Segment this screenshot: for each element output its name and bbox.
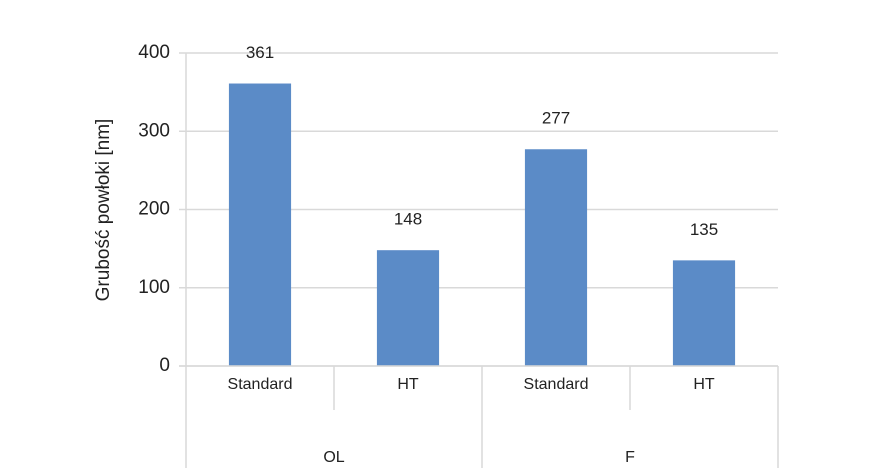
y-tick-label: 300 [138,120,170,141]
bar [376,250,440,366]
x-tick-label: Standard [524,376,589,393]
value-label: 277 [542,109,570,128]
value-label: 148 [394,210,422,229]
y-tick-label: 100 [138,277,170,298]
bar [228,83,292,366]
x-tick-label: HT [693,376,715,393]
x-tick-label: HT [397,376,419,393]
y-tick-label: 0 [159,355,170,376]
y-tick-label: 200 [138,199,170,220]
y-axis-label: Grubość powłoki [nm] [93,119,114,302]
value-label: 135 [690,220,718,239]
x-tick-label: Standard [228,376,293,393]
bar [524,149,588,366]
bar [672,260,736,366]
value-label: 361 [246,43,274,62]
group-label: OL [323,449,344,466]
y-tick-label: 400 [138,42,170,63]
group-label: F [625,449,635,466]
